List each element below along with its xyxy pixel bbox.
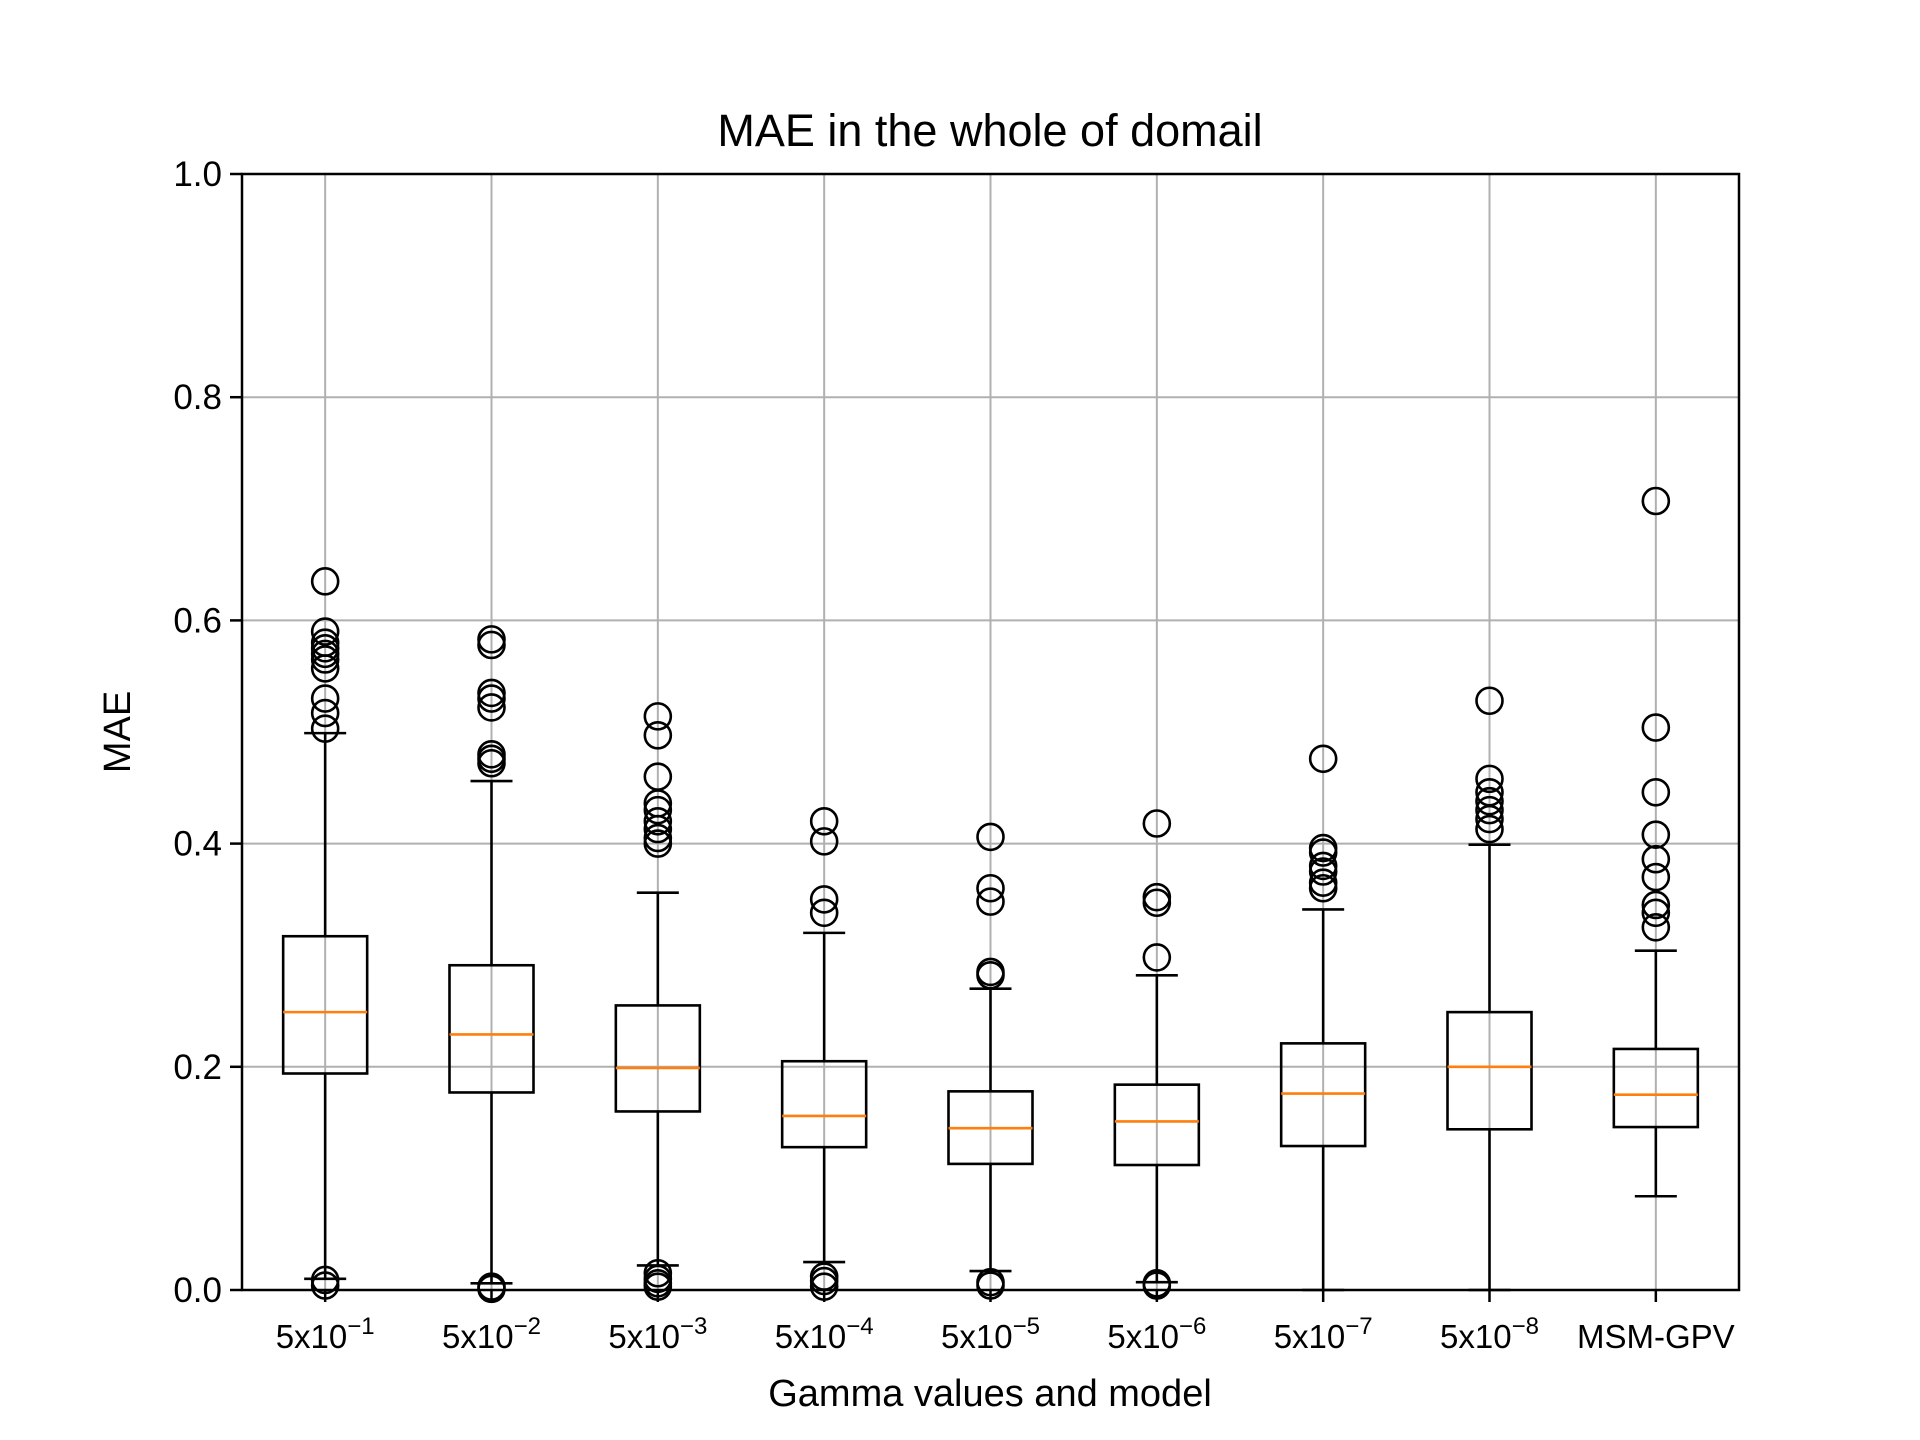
x-tick-label: 5x10−5 (941, 1313, 1040, 1355)
outlier-point (1475, 686, 1504, 716)
x-axis: 5x10−1 5x10−2 5x10−3 5x10−4 5x10−5 5x10−6 5x10… (276, 1290, 1735, 1355)
outlier-point (643, 806, 673, 836)
outlier-point (976, 822, 1005, 852)
outlier-point (1308, 744, 1338, 774)
outlier-point (809, 885, 839, 914)
outlier-point (1641, 912, 1671, 942)
outlier-point (477, 748, 506, 778)
outlier-point (1142, 809, 1172, 838)
iqr-box (614, 1004, 702, 1113)
outlier-point (1475, 786, 1504, 816)
outlier-point (809, 806, 839, 836)
box-group (1612, 486, 1700, 1198)
outlier-point (1641, 898, 1671, 928)
box-group (1113, 809, 1201, 1300)
outlier-point (1308, 857, 1338, 886)
iqr-box (281, 934, 369, 1075)
outlier-point (1475, 804, 1504, 834)
outlier-point (643, 721, 673, 750)
outlier-point (477, 630, 506, 660)
x-tick-label: 5x10−2 (442, 1313, 541, 1355)
grid-lines (242, 173, 1739, 1291)
outlier-point (477, 693, 506, 722)
outlier-point (976, 887, 1005, 916)
outlier-point (1641, 890, 1671, 920)
outlier-point (310, 654, 340, 683)
outlier-point (1142, 943, 1172, 972)
outlier-point (1308, 838, 1338, 867)
outlier-point (1641, 844, 1671, 874)
iqr-box (1113, 1083, 1201, 1167)
outlier-point (1641, 820, 1671, 849)
x-tick-label: 5x10−3 (608, 1313, 707, 1355)
outlier-point (643, 829, 673, 858)
outlier-point (643, 702, 673, 731)
box-group (614, 702, 702, 1301)
outlier-point (310, 645, 340, 674)
box-group (281, 567, 369, 1300)
outlier-point (1308, 873, 1338, 903)
x-tick-label: MSM-GPV (1577, 1318, 1735, 1355)
outlier-point (976, 960, 1005, 990)
box-series (281, 486, 1700, 1304)
outlier-point (1641, 777, 1671, 807)
y-axis: 0.0 0.2 0.4 0.6 0.8 1.0 (173, 155, 242, 1310)
x-tick-label: 5x10−6 (1107, 1313, 1206, 1355)
outlier-point (643, 814, 673, 844)
outlier-point (809, 898, 839, 928)
outlier-point (809, 827, 839, 856)
iqr-box (448, 963, 535, 1094)
x-tick-label: 5x10−8 (1440, 1313, 1539, 1355)
y-tick-label: 0.0 (173, 1271, 222, 1310)
x-tick-label: 5x10−1 (276, 1313, 375, 1355)
x-tick-label: 5x10−7 (1274, 1313, 1373, 1355)
outlier-point (477, 684, 506, 713)
y-tick-label: 1.0 (173, 155, 222, 194)
iqr-box (780, 1059, 868, 1149)
box-group (1279, 744, 1367, 1292)
outlier-point (1475, 795, 1504, 825)
iqr-box (1446, 1010, 1533, 1131)
iqr-box (1612, 1047, 1700, 1129)
y-tick-label: 0.8 (173, 378, 222, 417)
y-tick-label: 0.4 (173, 825, 222, 864)
outlier-point (1475, 764, 1504, 794)
outlier-point (310, 617, 340, 646)
box-group (1446, 686, 1533, 1292)
y-tick-label: 0.6 (173, 601, 222, 640)
outlier-point (1641, 486, 1671, 516)
outlier-point (310, 698, 340, 728)
outlier-point (1475, 814, 1504, 844)
y-tick-label: 0.2 (173, 1048, 222, 1087)
outlier-point (1142, 888, 1172, 918)
outlier-point (310, 567, 340, 596)
outlier-point (643, 795, 673, 825)
outlier-point (976, 873, 1005, 903)
outlier-point (1641, 862, 1671, 892)
outlier-point (1641, 713, 1671, 742)
x-tick-label: 5x10−4 (775, 1313, 874, 1355)
y-axis-label: MAE (97, 691, 139, 773)
outlier-point (310, 714, 340, 743)
chart-title: MAE in the whole of domail (717, 105, 1262, 156)
outlier-point (310, 684, 340, 713)
x-axis-label: Gamma values and model (768, 1373, 1212, 1415)
